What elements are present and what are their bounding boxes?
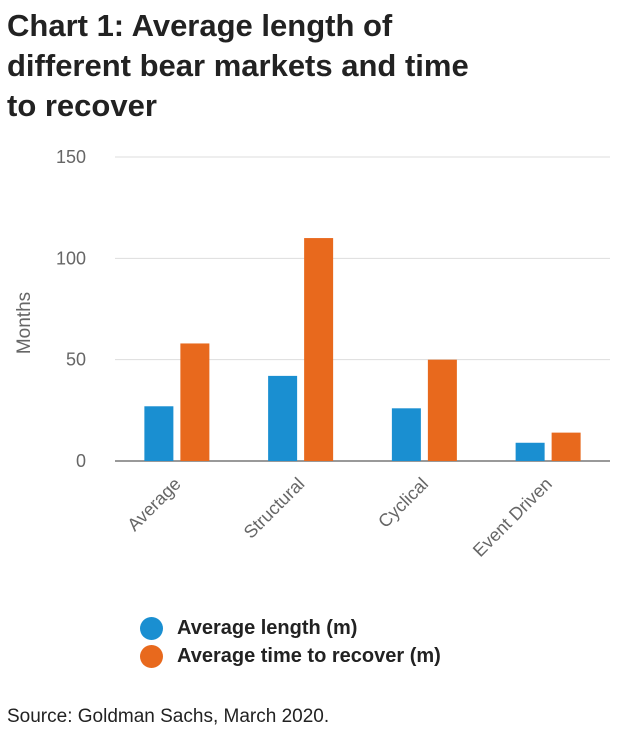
legend-label-time-to-recover: Average time to recover (m)	[177, 644, 441, 667]
bar-structural-series-2	[304, 238, 334, 461]
x-tick-label-average: Average	[123, 474, 184, 535]
chart-title-line-2: different bear markets and time	[7, 48, 469, 83]
bar-average-series-1	[144, 406, 174, 461]
bar-structural-series-1	[268, 375, 298, 461]
y-tick-label-0: 0	[76, 451, 86, 471]
chart-title-line-1: Chart 1: Average length of	[7, 8, 393, 43]
y-tick-label-150: 150	[56, 147, 86, 167]
bar-average-series-2	[180, 343, 210, 461]
y-tick-label-100: 100	[56, 248, 86, 268]
chart-title-line-3: to recover	[7, 88, 157, 123]
x-tick-label-cyclical: Cyclical	[374, 474, 432, 532]
y-axis-label: Months	[14, 292, 35, 354]
bar-cyclical-series-2	[427, 359, 457, 461]
bar-cyclical-series-1	[391, 408, 421, 461]
x-tick-label-structural: Structural	[240, 474, 309, 543]
legend: Average length (m) Average time to recov…	[140, 614, 441, 670]
x-tick-label-event-driven: Event Driven	[469, 474, 556, 561]
chart-title: Chart 1: Average length of different bea…	[7, 6, 607, 126]
bar-event-driven-series-1	[515, 442, 545, 461]
legend-item-average-length: Average length (m)	[140, 614, 441, 642]
legend-item-time-to-recover: Average time to recover (m)	[140, 642, 441, 670]
legend-label-average-length: Average length (m)	[177, 616, 358, 639]
y-tick-label-50: 50	[66, 350, 86, 370]
legend-swatch-time-to-recover	[140, 644, 163, 668]
bar-event-driven-series-2	[551, 432, 581, 461]
legend-swatch-average-length	[140, 616, 163, 640]
source-note: Source: Goldman Sachs, March 2020.	[7, 706, 330, 727]
bar-chart: 0 50 100 150 Months Average Structural Cyclical…	[14, 147, 610, 561]
